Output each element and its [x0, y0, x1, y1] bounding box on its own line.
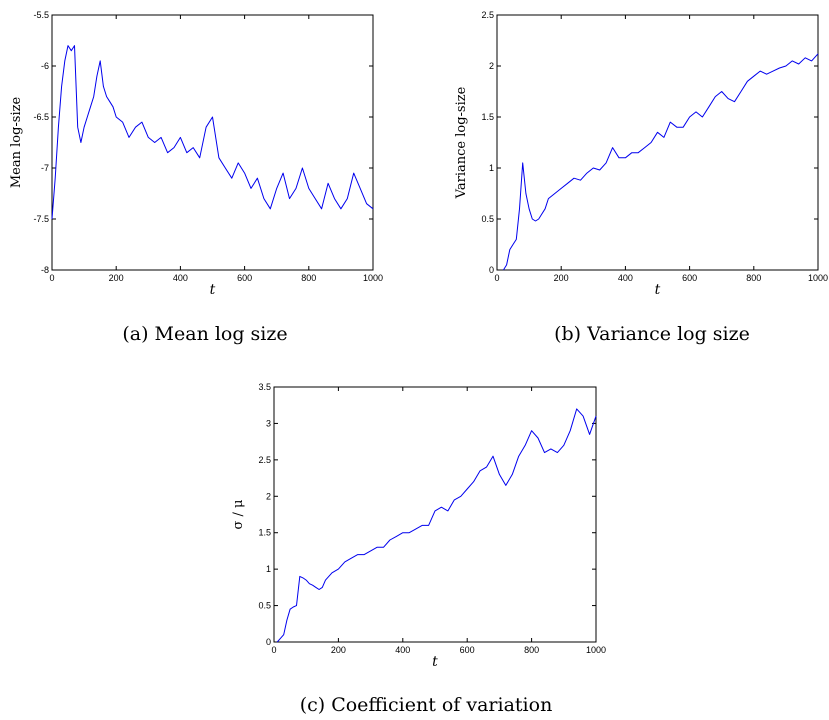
- y-tick-label: 1: [489, 163, 494, 173]
- x-tick-label: 1000: [363, 273, 383, 283]
- y-tick-label: -7: [41, 163, 49, 173]
- x-tick-label: 800: [746, 273, 761, 283]
- y-tick-label: -6: [41, 61, 49, 71]
- x-axis-label: t: [655, 282, 661, 298]
- y-tick-label: 3.5: [258, 382, 271, 392]
- panel-b-variance-log-size: 0 200 400 600 800 1000 0 0.5 1 1.5 2 2.5 t Variance l…: [454, 10, 828, 345]
- y-tick-label: 1.5: [258, 528, 271, 538]
- x-tick-label: 0: [49, 273, 54, 283]
- x-tick-label: 800: [524, 645, 539, 655]
- x-tick-label: 200: [554, 273, 569, 283]
- y-tick-label: 1.5: [481, 112, 494, 122]
- panel-caption: (b) Variance log size: [554, 323, 750, 345]
- y-tick-label: 3: [266, 418, 271, 428]
- y-tick-label: -6.5: [33, 112, 49, 122]
- y-tick-label: 0.5: [258, 601, 271, 611]
- y-tick-label: 2: [489, 61, 494, 71]
- panel-a-mean-log-size: 0 200 400 600 800 1000 -8 -7.5 -7 -6.5 -6 -5.5 t Mean…: [9, 10, 383, 345]
- x-tick-label: 200: [109, 273, 124, 283]
- x-axis-label: t: [210, 282, 216, 298]
- y-tick-label: 0: [489, 265, 494, 275]
- x-tick-label: 600: [237, 273, 252, 283]
- plot-frame: [496, 14, 819, 271]
- x-axis-label: t: [432, 654, 438, 670]
- series-line: [276, 408, 597, 643]
- y-axis-label: Variance log-size: [454, 86, 469, 199]
- y-tick-label: 0: [266, 637, 271, 647]
- x-tick-label: 400: [618, 273, 633, 283]
- x-tick-label: 0: [271, 645, 276, 655]
- panel-caption: (a) Mean log size: [122, 323, 287, 345]
- x-tick-label: 0: [494, 273, 499, 283]
- y-tick-label: 2.5: [258, 455, 271, 465]
- y-tick-label: 2: [266, 491, 271, 501]
- x-tick-label: 1000: [808, 273, 828, 283]
- y-tick-label: 1: [266, 564, 271, 574]
- panel-caption: (c) Coefficient of variation: [300, 694, 553, 716]
- plot-frame: [273, 386, 597, 643]
- y-tick-label: 0.5: [481, 214, 494, 224]
- y-tick-label: 2.5: [481, 10, 494, 20]
- y-axis-label: Mean log-size: [9, 97, 24, 189]
- x-tick-label: 400: [173, 273, 188, 283]
- x-tick-label: 200: [331, 645, 346, 655]
- y-axis-label: σ / μ: [231, 500, 246, 530]
- x-tick-label: 1000: [586, 645, 606, 655]
- panel-c-coefficient-of-variation: 0 200 400 600 800 1000 0 0.5 1 1.5 2 2.5 3 3.5 t σ / μ (…: [231, 382, 606, 716]
- series-line: [51, 45, 374, 220]
- y-tick-label: -8: [41, 265, 49, 275]
- x-tick-label: 800: [301, 273, 316, 283]
- x-tick-label: 600: [682, 273, 697, 283]
- y-tick-label: -5.5: [33, 10, 49, 20]
- y-tick-label: -7.5: [33, 214, 49, 224]
- x-tick-label: 600: [460, 645, 475, 655]
- series-line: [502, 53, 819, 271]
- x-tick-label: 400: [395, 645, 410, 655]
- plot-frame: [51, 14, 374, 271]
